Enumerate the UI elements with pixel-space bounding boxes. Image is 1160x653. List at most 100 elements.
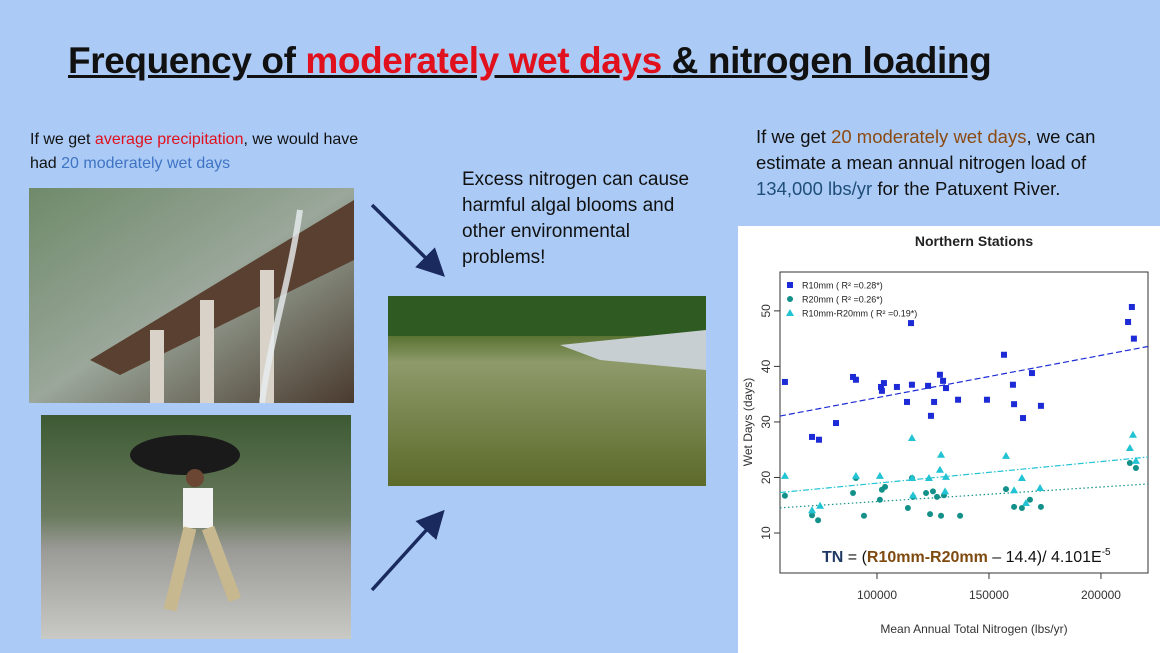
point (1021, 499, 1030, 507)
chart-title: Northern Stations (915, 233, 1033, 249)
legend-label: R20mm ( R² =0.26*) (802, 295, 883, 305)
y-tick-label: 20 (759, 470, 773, 484)
text-part: average precipitation (94, 131, 244, 148)
arrow (370, 509, 445, 592)
point (908, 474, 917, 482)
point (908, 320, 915, 327)
point (1132, 465, 1139, 472)
point (876, 496, 883, 503)
formula-part: = ( (843, 549, 867, 566)
point (904, 505, 911, 512)
point (929, 488, 936, 495)
point (1037, 503, 1044, 510)
point (809, 512, 816, 519)
left-text: If we get average precipitation, we woul… (30, 128, 370, 176)
point (1128, 430, 1137, 438)
point (1131, 456, 1140, 464)
x-axis-label: Mean Annual Total Nitrogen (lbs/yr) (880, 622, 1067, 636)
point (909, 491, 918, 499)
point (908, 381, 915, 388)
right-text: If we get 20 moderately wet days, we can… (756, 124, 1146, 202)
plot-area (780, 303, 1148, 524)
point (1126, 460, 1133, 467)
text-part: 20 moderately wet days (831, 126, 1027, 147)
point (1017, 474, 1026, 482)
formula-part: TN (822, 549, 843, 566)
text-part: 134,000 lbs/yr (756, 178, 873, 199)
text-part: , we can estimate a mean annual nitrogen… (756, 126, 1096, 173)
point (780, 471, 789, 479)
slide-title: Frequency of moderately wet days & nitro… (68, 40, 1158, 82)
middle-text: Excess nitrogen can cause harmful algal … (462, 169, 690, 268)
y-tick-label: 40 (759, 359, 773, 373)
legend-marker (786, 309, 794, 316)
point (907, 434, 916, 442)
x-tick-label: 200000 (1081, 588, 1121, 602)
point (816, 501, 825, 509)
text-part: If we get (756, 126, 832, 147)
title-part: & nitrogen loading (671, 40, 992, 81)
point (1001, 451, 1010, 459)
point (1037, 402, 1044, 409)
point (957, 512, 964, 519)
legend-label: R10mm ( R² =0.28*) (802, 281, 883, 291)
point (940, 377, 947, 384)
point (927, 511, 934, 518)
trend-line (780, 456, 1148, 494)
point (1125, 318, 1132, 325)
point (1028, 370, 1035, 377)
point (878, 387, 885, 394)
text-part: , we would have had (30, 131, 359, 172)
text-part: for the Patuxent River. (872, 178, 1061, 199)
point (1000, 351, 1007, 358)
formula-part: -5 (1102, 547, 1111, 558)
point (942, 385, 949, 392)
point (935, 465, 944, 473)
point (808, 506, 817, 514)
point (1020, 415, 1027, 422)
point (875, 471, 884, 479)
x-tick-label: 100000 (857, 588, 897, 602)
formula-part: R10mm-R20mm (867, 549, 988, 566)
point (832, 420, 839, 427)
point (936, 371, 943, 378)
point (1011, 401, 1018, 408)
chart-panel (738, 226, 1160, 653)
y-tick-label: 50 (759, 304, 773, 318)
legend-marker (787, 296, 793, 302)
y-tick-label: 30 (759, 415, 773, 429)
point (880, 380, 887, 387)
point (941, 472, 950, 480)
title-part: Frequency of (68, 40, 306, 81)
point (927, 412, 934, 419)
point (937, 450, 946, 458)
y-axis-label: Wet Days (days) (741, 378, 755, 466)
point (931, 398, 938, 405)
point (1128, 303, 1135, 310)
point (893, 383, 900, 390)
legend-marker (787, 282, 793, 288)
point (938, 512, 945, 519)
point (934, 493, 941, 500)
point (809, 433, 816, 440)
point (923, 490, 930, 497)
point (941, 487, 950, 495)
photo-algae-lake (388, 296, 706, 486)
point (815, 517, 822, 524)
legend-label: R10mm-R20mm ( R² =0.19*) (802, 309, 917, 319)
point (983, 396, 990, 403)
point (781, 492, 788, 499)
formula: TN = (R10mm-R20mm – 14.4)/ 4.101E-5 (822, 547, 1111, 566)
arrow (370, 203, 445, 277)
point (1018, 505, 1025, 512)
point (1026, 496, 1033, 503)
point (878, 383, 885, 390)
point (851, 471, 860, 479)
photo-umbrella-man (41, 415, 351, 639)
point (1002, 486, 1009, 493)
text-part: If we get (30, 131, 95, 148)
point (1036, 484, 1045, 492)
title-part: moderately wet days (305, 40, 672, 81)
point (882, 483, 889, 490)
